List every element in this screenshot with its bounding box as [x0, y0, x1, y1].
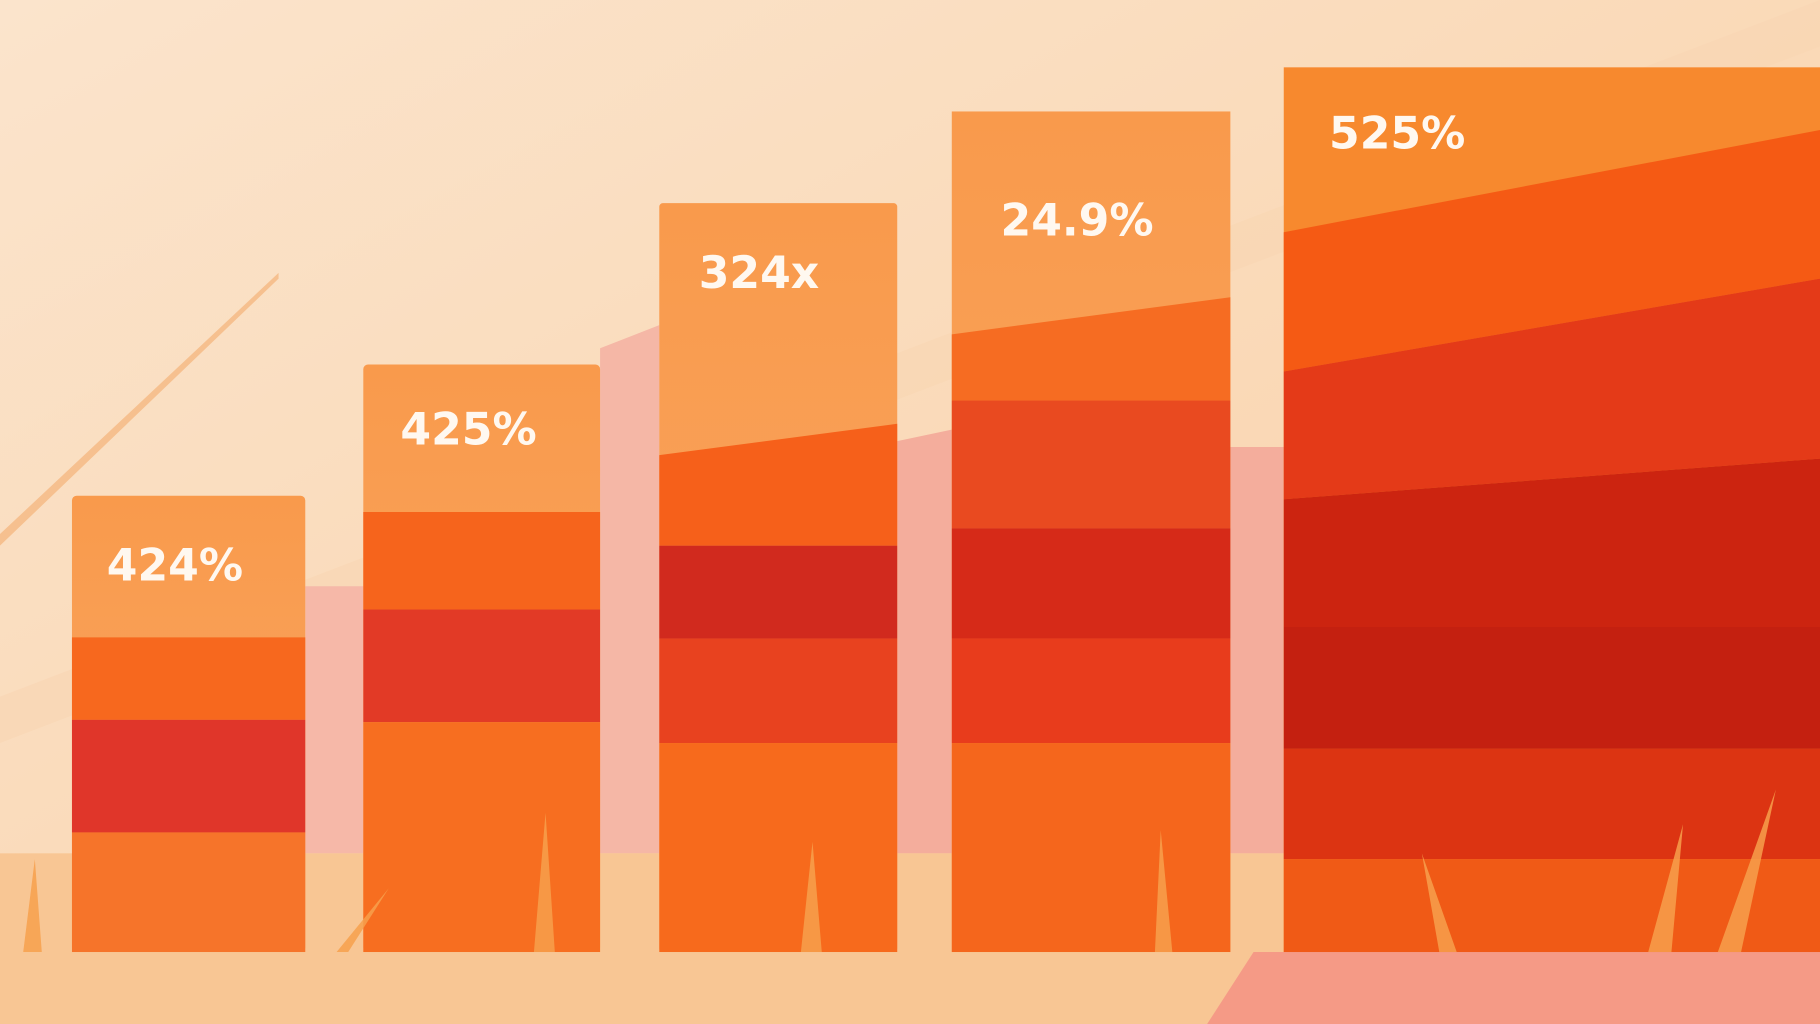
bar-label: 525% — [1329, 109, 1465, 160]
bar-label: 425% — [400, 405, 536, 456]
shadow — [897, 429, 952, 854]
shadow — [1230, 446, 1284, 854]
bar — [951, 111, 1231, 953]
bar-label: 424% — [107, 540, 243, 591]
bar-label: 24.9% — [1001, 196, 1154, 247]
bar — [1283, 67, 1820, 953]
shadow — [600, 325, 660, 854]
bar-label: 324x — [699, 248, 820, 299]
shadow — [305, 586, 364, 854]
bar — [71, 495, 306, 953]
bar — [363, 364, 601, 953]
streak — [0, 272, 279, 546]
ground-shadow — [1207, 952, 1820, 1024]
bar — [659, 203, 898, 953]
grass — [23, 789, 1776, 953]
